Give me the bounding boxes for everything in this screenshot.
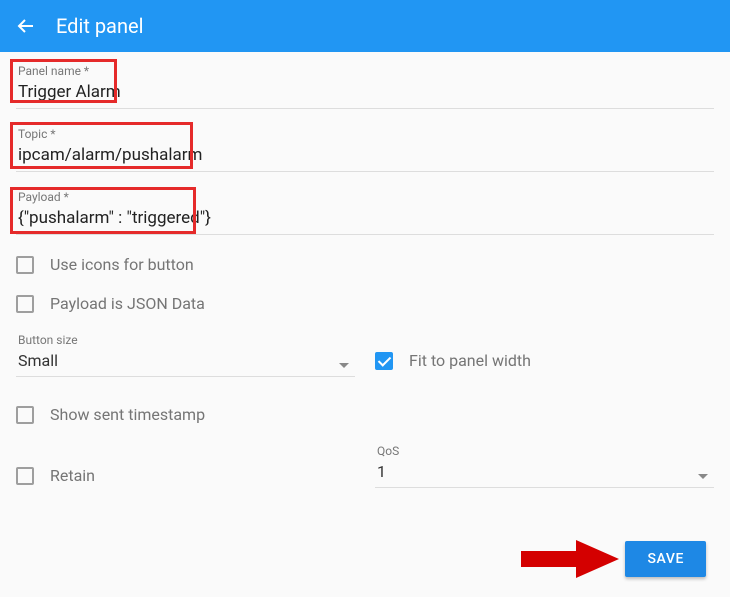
payload-json-row[interactable]: Payload is JSON Data (16, 294, 714, 313)
qos-value: 1 (375, 460, 714, 487)
panel-name-input[interactable]: Trigger Alarm (16, 80, 714, 108)
retain-checkbox[interactable] (16, 467, 34, 485)
topic-field[interactable]: Topic * ipcam/alarm/pushalarm (16, 123, 714, 172)
payload-field[interactable]: Payload * {"pushalarm" : "triggered"} (16, 186, 714, 235)
retain-label: Retain (50, 466, 95, 485)
show-timestamp-label: Show sent timestamp (50, 405, 205, 424)
use-icons-row[interactable]: Use icons for button (16, 255, 714, 274)
retain-row[interactable]: Retain (16, 466, 355, 485)
qos-label: QoS (375, 444, 714, 460)
topic-label: Topic * (16, 123, 714, 143)
show-timestamp-row[interactable]: Show sent timestamp (16, 405, 714, 424)
button-size-value: Small (16, 349, 355, 376)
save-button[interactable]: SAVE (625, 541, 706, 577)
panel-name-field[interactable]: Panel name * Trigger Alarm (16, 60, 714, 109)
page-title: Edit panel (56, 14, 143, 38)
dropdown-icon (698, 474, 708, 479)
button-size-label: Button size (16, 333, 355, 349)
payload-json-label: Payload is JSON Data (50, 294, 205, 313)
back-icon[interactable] (14, 14, 38, 38)
topic-input[interactable]: ipcam/alarm/pushalarm (16, 143, 714, 171)
app-bar: Edit panel (0, 0, 730, 52)
use-icons-checkbox[interactable] (16, 256, 34, 274)
fit-width-label: Fit to panel width (409, 351, 531, 370)
use-icons-label: Use icons for button (50, 255, 194, 274)
qos-select[interactable]: QoS 1 (375, 444, 714, 488)
dropdown-icon (339, 363, 349, 368)
button-size-select[interactable]: Button size Small (16, 333, 355, 377)
show-timestamp-checkbox[interactable] (16, 406, 34, 424)
payload-label: Payload * (16, 186, 714, 206)
fit-width-row[interactable]: Fit to panel width (375, 351, 714, 370)
save-button-label: SAVE (647, 551, 684, 567)
annotation-arrow (521, 536, 619, 582)
payload-input[interactable]: {"pushalarm" : "triggered"} (16, 206, 714, 234)
payload-json-checkbox[interactable] (16, 295, 34, 313)
fit-width-checkbox[interactable] (375, 352, 393, 370)
panel-name-label: Panel name * (16, 60, 714, 80)
